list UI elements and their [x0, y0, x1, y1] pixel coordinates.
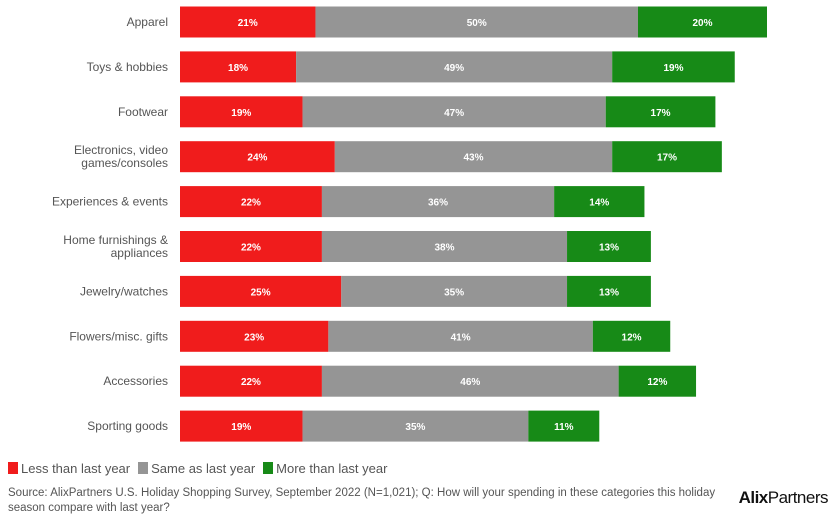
- category-label: Footwear: [118, 105, 168, 119]
- category-label: Toys & hobbies: [87, 60, 168, 74]
- bar-segment-same: [334, 141, 613, 173]
- logo-rest: Partners: [767, 488, 829, 507]
- data-label: 35%: [405, 422, 425, 433]
- category-label: Accessories: [103, 374, 168, 388]
- data-label: 19%: [231, 422, 251, 433]
- bar-segment-more: [528, 410, 600, 442]
- data-label: 14%: [589, 198, 609, 209]
- legend-label: Less than last year: [21, 461, 131, 476]
- legend-label: Same as last year: [151, 461, 256, 476]
- data-label: 22%: [241, 243, 261, 254]
- data-label: 11%: [554, 422, 574, 433]
- category-label: Electronics, video games/consoles: [74, 143, 168, 170]
- bar-segment-more: [637, 6, 767, 38]
- legend-item-less: Less than last year: [8, 461, 130, 476]
- bar-segment-same: [328, 320, 593, 352]
- bar-segment-more: [567, 275, 651, 307]
- data-label: 50%: [467, 18, 487, 29]
- bar-segment-same: [321, 186, 555, 218]
- category-label: Sporting goods: [87, 419, 168, 433]
- bar-segment-less: [180, 275, 342, 307]
- legend-label: More than last year: [276, 461, 388, 476]
- data-label: 24%: [247, 153, 267, 164]
- bar-segment-more: [612, 141, 722, 173]
- bar-segment-more: [612, 51, 735, 83]
- legend-item-same: Same as last year: [138, 461, 255, 476]
- bar-segment-less: [180, 141, 335, 173]
- data-label: 25%: [251, 287, 271, 298]
- data-label: 38%: [434, 243, 454, 254]
- bar-segment-less: [180, 320, 329, 352]
- data-label: 22%: [241, 377, 261, 388]
- bar-segment-same: [296, 51, 613, 83]
- legend: Less than last year Same as last year Mo…: [8, 461, 387, 476]
- bar-segment-same: [315, 6, 638, 38]
- logo-bold: Alix: [738, 488, 769, 507]
- legend-swatch-gray: [138, 462, 149, 474]
- bar-segment-less: [180, 410, 303, 442]
- data-label: 12%: [622, 332, 642, 343]
- bar-segment-less: [180, 186, 322, 218]
- category-label: Experiences & events: [52, 195, 168, 209]
- bar-segment-less: [180, 51, 297, 83]
- data-label: 18%: [228, 63, 248, 74]
- data-label: 20%: [692, 18, 712, 29]
- stacked-bar-chart: Apparel 21% 50% 20% Toys & hobbies 18% 49% 19% F…: [52, 6, 767, 442]
- data-label: 23%: [244, 332, 264, 343]
- data-label: 46%: [460, 377, 480, 388]
- category-label: Home furnishings & appliances: [63, 233, 168, 260]
- category-label: Flowers/misc. gifts: [69, 329, 168, 343]
- bar-segment-more: [554, 186, 645, 218]
- source-note: Source: AlixPartners U.S. Holiday Shoppi…: [8, 487, 716, 514]
- bar-segment-more: [567, 231, 651, 262]
- bar-segment-same: [302, 410, 529, 442]
- data-label: 36%: [428, 198, 448, 209]
- bar-segment-less: [180, 365, 322, 397]
- bar-segment-same: [302, 96, 606, 128]
- data-label: 13%: [599, 243, 619, 254]
- bar-segment-more: [618, 365, 697, 397]
- category-label: Apparel: [127, 15, 168, 29]
- data-label: 35%: [444, 287, 464, 298]
- data-label: 17%: [651, 108, 671, 119]
- data-label: 22%: [241, 198, 261, 209]
- data-label: 47%: [444, 108, 464, 119]
- bar-segment-less: [180, 231, 322, 262]
- data-label: 21%: [238, 18, 258, 29]
- bar-segment-more: [592, 320, 671, 352]
- data-label: 19%: [231, 108, 251, 119]
- legend-item-more: More than last year: [263, 461, 387, 476]
- bar-segment-same: [341, 275, 568, 307]
- data-label: 17%: [657, 153, 677, 164]
- legend-swatch-red: [8, 462, 18, 474]
- data-label: 13%: [599, 287, 619, 298]
- alixpartners-logo: AlixPartners: [738, 488, 829, 508]
- bar-segment-less: [180, 96, 303, 128]
- category-label: Jewelry/watches: [80, 284, 168, 298]
- bar-segment-less: [180, 6, 316, 38]
- data-label: 12%: [647, 377, 667, 388]
- bar-segment-same: [321, 365, 619, 397]
- data-label: 43%: [463, 153, 483, 164]
- bar-segment-same: [321, 231, 568, 262]
- data-label: 19%: [663, 63, 683, 74]
- bar-segment-more: [605, 96, 716, 128]
- data-label: 41%: [451, 332, 471, 343]
- data-label: 49%: [444, 63, 464, 74]
- legend-swatch-green: [263, 462, 274, 474]
